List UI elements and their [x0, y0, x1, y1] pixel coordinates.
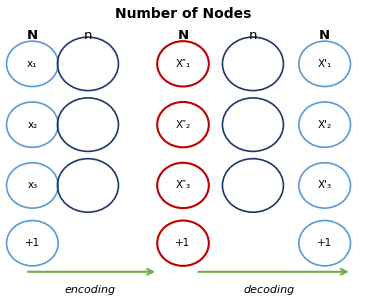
Text: n: n — [84, 29, 92, 42]
Text: N: N — [27, 29, 38, 42]
Text: X″₃: X″₃ — [175, 181, 191, 190]
Text: x₁: x₁ — [27, 59, 38, 69]
Text: decoding: decoding — [243, 285, 295, 295]
Text: X'₁: X'₁ — [318, 59, 332, 69]
Text: Number of Nodes: Number of Nodes — [115, 7, 251, 21]
Text: n: n — [249, 29, 257, 42]
Text: +1: +1 — [175, 238, 191, 248]
Text: X'₂: X'₂ — [318, 120, 332, 130]
Text: X″₂: X″₂ — [175, 120, 191, 130]
Text: X″₁: X″₁ — [175, 59, 191, 69]
Text: +1: +1 — [317, 238, 332, 248]
Text: x₂: x₂ — [27, 120, 37, 130]
Text: N: N — [319, 29, 330, 42]
Text: N: N — [178, 29, 188, 42]
Text: X'₃: X'₃ — [318, 181, 332, 190]
Text: x₃: x₃ — [27, 181, 37, 190]
Text: encoding: encoding — [64, 285, 115, 295]
Text: +1: +1 — [25, 238, 40, 248]
